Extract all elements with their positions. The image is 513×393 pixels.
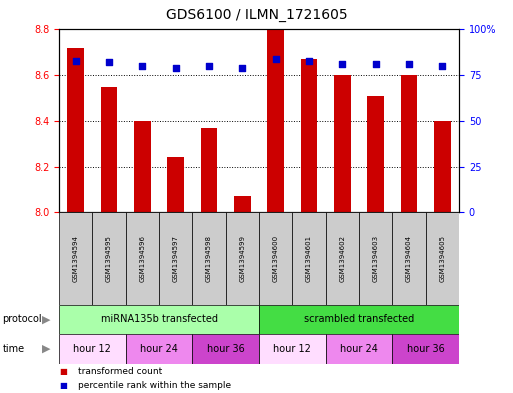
Text: GSM1394601: GSM1394601: [306, 235, 312, 282]
FancyBboxPatch shape: [292, 212, 326, 305]
FancyBboxPatch shape: [59, 212, 92, 305]
Text: time: time: [3, 344, 25, 354]
FancyBboxPatch shape: [226, 212, 259, 305]
FancyBboxPatch shape: [59, 305, 259, 334]
Text: GSM1394598: GSM1394598: [206, 235, 212, 282]
Bar: [167, 157, 184, 212]
Point: [238, 65, 246, 71]
Text: ▶: ▶: [42, 344, 51, 354]
Text: percentile rank within the sample: percentile rank within the sample: [78, 380, 231, 389]
Point: [171, 65, 180, 71]
FancyBboxPatch shape: [92, 212, 126, 305]
FancyBboxPatch shape: [192, 212, 226, 305]
Bar: [134, 121, 151, 212]
Bar: [301, 59, 318, 212]
Text: ■: ■: [59, 367, 67, 376]
Text: hour 24: hour 24: [140, 344, 178, 354]
Point: [405, 61, 413, 67]
Text: GSM1394603: GSM1394603: [373, 235, 379, 282]
FancyBboxPatch shape: [426, 212, 459, 305]
Text: hour 36: hour 36: [407, 344, 445, 354]
Point: [105, 59, 113, 66]
FancyBboxPatch shape: [359, 212, 392, 305]
FancyBboxPatch shape: [392, 334, 459, 364]
FancyBboxPatch shape: [326, 334, 392, 364]
Bar: [267, 29, 284, 212]
FancyBboxPatch shape: [259, 305, 459, 334]
Point: [205, 63, 213, 69]
Text: GSM1394597: GSM1394597: [173, 235, 179, 282]
Text: GSM1394604: GSM1394604: [406, 235, 412, 282]
Text: miRNA135b transfected: miRNA135b transfected: [101, 314, 218, 324]
Bar: [201, 128, 218, 212]
FancyBboxPatch shape: [192, 334, 259, 364]
Text: GDS6100 / ILMN_1721605: GDS6100 / ILMN_1721605: [166, 7, 347, 22]
Bar: [234, 196, 251, 212]
Bar: [434, 121, 451, 212]
FancyBboxPatch shape: [259, 212, 292, 305]
Text: scrambled transfected: scrambled transfected: [304, 314, 414, 324]
FancyBboxPatch shape: [126, 334, 192, 364]
Text: GSM1394599: GSM1394599: [240, 235, 245, 282]
Point: [138, 63, 146, 69]
Text: hour 12: hour 12: [73, 344, 111, 354]
Text: transformed count: transformed count: [78, 367, 163, 376]
Point: [438, 63, 446, 69]
Point: [305, 57, 313, 64]
Text: hour 36: hour 36: [207, 344, 245, 354]
Bar: [67, 48, 84, 212]
FancyBboxPatch shape: [126, 212, 159, 305]
Text: hour 24: hour 24: [340, 344, 378, 354]
Text: hour 12: hour 12: [273, 344, 311, 354]
Point: [71, 57, 80, 64]
FancyBboxPatch shape: [259, 334, 326, 364]
Bar: [401, 75, 418, 212]
FancyBboxPatch shape: [326, 212, 359, 305]
Text: GSM1394595: GSM1394595: [106, 235, 112, 282]
Text: protocol: protocol: [3, 314, 42, 324]
Text: GSM1394596: GSM1394596: [140, 235, 145, 282]
Bar: [367, 96, 384, 212]
Bar: [101, 86, 117, 212]
Text: GSM1394600: GSM1394600: [273, 235, 279, 282]
Text: GSM1394594: GSM1394594: [73, 235, 78, 282]
Text: GSM1394605: GSM1394605: [440, 235, 445, 282]
Point: [271, 55, 280, 62]
FancyBboxPatch shape: [392, 212, 426, 305]
Point: [338, 61, 346, 67]
Text: GSM1394602: GSM1394602: [340, 235, 345, 282]
FancyBboxPatch shape: [59, 334, 126, 364]
FancyBboxPatch shape: [159, 212, 192, 305]
Text: ▶: ▶: [42, 314, 51, 324]
Text: ■: ■: [59, 380, 67, 389]
Bar: [334, 75, 351, 212]
Point: [371, 61, 380, 67]
